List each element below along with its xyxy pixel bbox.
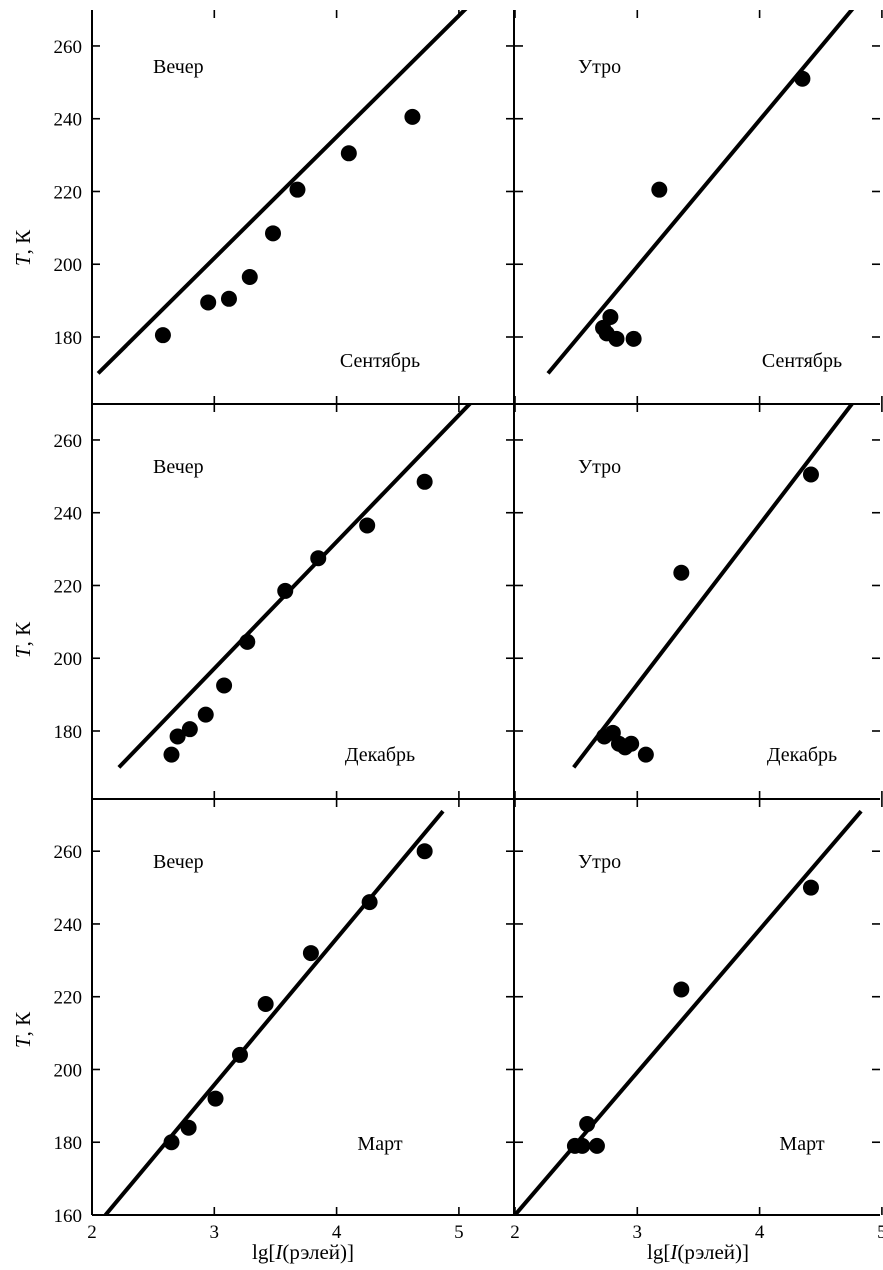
panel-2-2: Утро Декабрь [572, 404, 855, 769]
panel-time-label: Вечер [153, 56, 204, 78]
data-point [241, 268, 258, 285]
panel-3-2: Утро Март [515, 809, 863, 1215]
fit-line [546, 10, 855, 375]
panel-month-label: Март [779, 1133, 824, 1155]
x-tick-label: 2 [87, 1222, 97, 1243]
fit-line [103, 809, 445, 1215]
data-point [257, 995, 274, 1012]
data-point [163, 1134, 180, 1151]
data-point [404, 108, 421, 125]
panel-time-label: Утро [578, 456, 621, 478]
x-tick-label: 2 [510, 1222, 520, 1243]
y-tick-label: 260 [54, 431, 83, 452]
x-axis-title-left: lg[I(рэлей)] [252, 1240, 354, 1264]
data-point [302, 945, 319, 962]
x-tick-label: 5 [454, 1222, 464, 1243]
panel-1-1: Вечер Сентябрь [96, 10, 468, 375]
data-point [207, 1090, 224, 1107]
data-point [231, 1046, 248, 1063]
y-tick-label: 160 [54, 1206, 83, 1227]
data-point [602, 308, 619, 325]
y-axis-title-top: T, К [11, 229, 35, 266]
data-point [216, 677, 233, 694]
y-tick-label: 240 [54, 504, 83, 525]
y-tick-label: 240 [54, 915, 83, 936]
data-point [794, 70, 811, 87]
data-point [651, 181, 668, 198]
data-point [340, 145, 357, 162]
panel-month-label: Сентябрь [340, 350, 420, 372]
tick-labels: 180 200 220 240 260 180 200 220 240 260 160 180 200 2… [54, 37, 883, 1243]
panel-time-label: Вечер [153, 456, 204, 478]
panel-month-label: Декабрь [345, 744, 415, 766]
data-point [416, 843, 433, 860]
data-point [802, 879, 819, 896]
panel-month-label: Март [357, 1133, 402, 1155]
data-point [163, 746, 180, 763]
data-point [239, 633, 256, 650]
x-tick-label: 4 [332, 1222, 342, 1243]
y-tick-label: 200 [54, 255, 83, 276]
y-tick-label: 240 [54, 110, 83, 131]
y-tick-label: 180 [54, 328, 83, 349]
data-point [310, 550, 327, 567]
data-point [361, 894, 378, 911]
panels: ВечерСентябрьУтроСентябрьВечерДекабрьУтр… [96, 10, 863, 1215]
panel-time-label: Утро [578, 851, 621, 873]
panel-month-label: Декабрь [767, 744, 837, 766]
data-point [180, 1119, 197, 1136]
data-point [623, 735, 640, 752]
data-point [200, 294, 217, 311]
data-point [181, 721, 198, 738]
data-point [637, 746, 654, 763]
x-tick-label: 4 [755, 1222, 765, 1243]
data-point [289, 181, 306, 198]
y-axis-title-bottom: T, К [11, 1011, 35, 1048]
y-tick-label: 180 [54, 722, 83, 743]
panel-time-label: Вечер [153, 851, 204, 873]
y-tick-label: 260 [54, 842, 83, 863]
x-tick-label: 3 [210, 1222, 220, 1243]
fit-line [96, 10, 468, 375]
y-tick-label: 180 [54, 1133, 83, 1154]
y-tick-label: 220 [54, 988, 83, 1009]
panel-1-2: Утро Сентябрь [546, 10, 855, 375]
y-axis-title-middle: T, К [11, 621, 35, 658]
data-point [416, 473, 433, 490]
y-tick-label: 220 [54, 576, 83, 597]
data-point [673, 981, 690, 998]
data-point [574, 1137, 591, 1154]
data-point [625, 330, 642, 347]
axis-ticks [91, 10, 883, 1216]
panel-frame [91, 10, 880, 1216]
data-point [673, 564, 690, 581]
panel-month-label: Сентябрь [762, 350, 842, 372]
data-point [608, 330, 625, 347]
data-point [169, 728, 186, 745]
data-point [802, 466, 819, 483]
data-point [154, 327, 171, 344]
y-tick-label: 200 [54, 1060, 83, 1081]
x-tick-label: 5 [877, 1222, 883, 1243]
panel-2-1: Вечер Декабрь [117, 404, 473, 769]
y-tick-label: 260 [54, 37, 83, 58]
x-axis-title-right: lg[I(рэлей)] [647, 1240, 749, 1264]
fit-line [572, 404, 855, 769]
data-point [197, 706, 214, 723]
y-tick-label: 200 [54, 649, 83, 670]
data-point [265, 225, 282, 242]
panel-time-label: Утро [578, 56, 621, 78]
data-point [359, 517, 376, 534]
data-point [579, 1116, 596, 1133]
x-tick-label: 3 [633, 1222, 643, 1243]
panel-3-1: Вечер Март [103, 809, 445, 1215]
fit-line [117, 404, 473, 769]
data-point [220, 290, 237, 307]
data-point [277, 582, 294, 599]
data-point [588, 1137, 605, 1154]
y-tick-label: 220 [54, 182, 83, 203]
